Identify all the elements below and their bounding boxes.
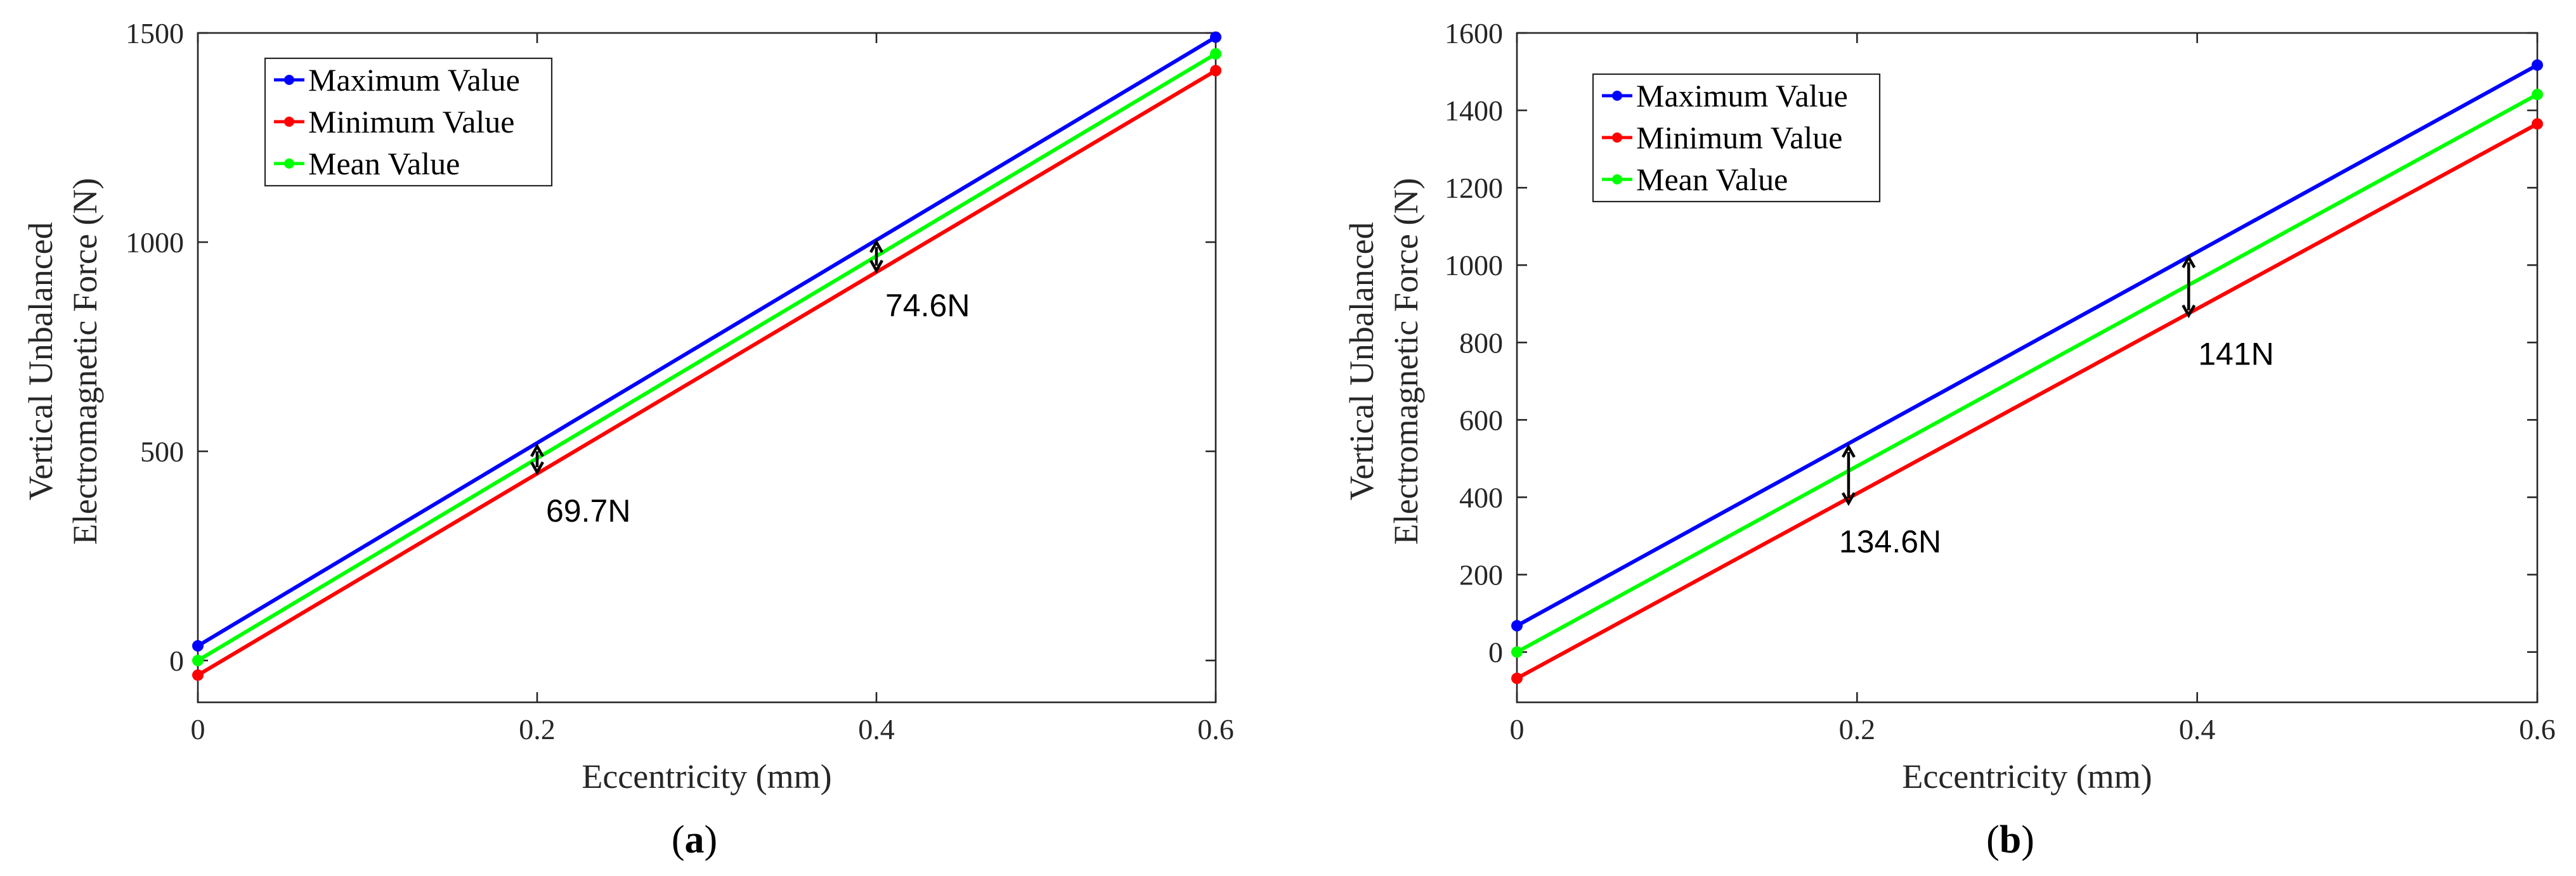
series-point (1511, 620, 1523, 632)
plot-area-frame (197, 32, 1217, 704)
panel-caption: (b) (1986, 818, 2034, 861)
arrow-head-up (869, 239, 883, 254)
x-tick-label: 0.4 (2179, 713, 2216, 745)
plot-area-frame (1516, 32, 2539, 704)
caption-letter: a (685, 818, 705, 861)
series-point (1210, 48, 1221, 60)
y-tick-label: 0 (1488, 636, 1503, 669)
legend-swatch-marker (1612, 174, 1622, 184)
x-tick-label: 0 (1510, 713, 1525, 745)
caption-paren-open: ( (672, 818, 685, 861)
y-axis-title-line: Vertical Unbalanced (22, 222, 60, 500)
legend-entry: Mean Value (1636, 162, 1788, 197)
chart-panel-a: 0 0.2 0.4 0.6 0 500 1000 1500 Eccentricity (mm) V… (22, 17, 1234, 861)
y-tick-label: 0 (169, 645, 184, 677)
legend-box (264, 57, 553, 187)
difference-label: 134.6N (1839, 524, 1941, 560)
y-tick-label: 200 (1459, 559, 1503, 591)
y-tick-label: 1500 (126, 17, 184, 49)
legend-entry: Mean Value (308, 146, 460, 181)
difference-label: 141N (2198, 337, 2274, 372)
arrow-head-down (1841, 492, 1856, 506)
series-point (2532, 118, 2543, 130)
series-point (1210, 31, 1221, 43)
caption-paren-close: ) (2021, 818, 2034, 861)
series-line-minimum-value (197, 68, 1217, 677)
y-tick-label: 1600 (1445, 17, 1503, 49)
y-tick-label: 1000 (1445, 249, 1503, 281)
y-axis-title-line: Electromagnetic Force (N) (66, 178, 104, 545)
x-tick-label: 0.2 (1839, 713, 1876, 745)
x-tick-label: 0.2 (519, 713, 556, 745)
legend-entry: Maximum Value (308, 62, 520, 98)
y-tick-label: 400 (1459, 481, 1503, 513)
caption-paren-open: ( (1986, 818, 2000, 861)
y-tick-label: 1000 (126, 226, 184, 259)
y-tick-label: 1400 (1445, 94, 1503, 127)
series-line-mean-value (197, 52, 1217, 662)
legend-swatch-marker (1612, 132, 1622, 143)
arrow-head-down (869, 259, 883, 274)
y-axis-title-line: Electromagnetic Force (N) (1387, 178, 1425, 545)
series-point (1210, 65, 1221, 77)
legend: Maximum Value Minimum Value Mean Value (1592, 73, 1881, 203)
series-line-mean-value (1516, 93, 2539, 654)
legend-swatch-marker (284, 117, 294, 127)
arrow-head-up (530, 443, 544, 458)
difference-label: 74.6N (885, 288, 970, 323)
chart-panel-b: 0 0.2 0.4 0.6 0 200 400 600 800 1000 1200 1400 1600 E… (1343, 17, 2556, 861)
arrow-head-up (1841, 444, 1856, 458)
panel-caption: (a) (672, 818, 717, 861)
legend-entry: Minimum Value (1636, 120, 1842, 155)
difference-label: 69.7N (546, 493, 630, 529)
legend-entry: Minimum Value (308, 104, 514, 139)
y-axis-title-line: Vertical Unbalanced (1343, 222, 1381, 500)
y-tick-label: 600 (1459, 404, 1503, 436)
x-tick-label: 0.6 (2519, 713, 2556, 745)
legend-entry: Maximum Value (1636, 78, 1848, 113)
arrow-head-down (2182, 304, 2196, 319)
x-axis-title: Eccentricity (mm) (1902, 757, 2152, 795)
arrow-head-down (530, 461, 544, 475)
caption-letter: b (2000, 818, 2021, 861)
series-point (2532, 59, 2543, 71)
x-tick-label: 0 (191, 713, 205, 745)
x-tick-label: 0.4 (858, 713, 895, 745)
x-axis-title: Eccentricity (mm) (582, 757, 831, 795)
caption-paren-close: ) (705, 818, 718, 861)
y-tick-label: 1200 (1445, 172, 1503, 204)
series-line-minimum-value (1516, 122, 2539, 680)
series-point (192, 655, 204, 666)
legend-box (1592, 73, 1881, 203)
series-point (192, 640, 204, 652)
y-tick-label: 500 (140, 435, 184, 468)
legend-swatch-marker (284, 75, 294, 85)
x-tick-label: 0.6 (1197, 713, 1234, 745)
legend-swatch-marker (284, 158, 294, 169)
y-tick-label: 800 (1459, 326, 1503, 359)
series-point (1511, 646, 1523, 658)
series-point (192, 669, 204, 681)
series-line-maximum-value (1516, 63, 2539, 628)
arrow-head-up (2182, 254, 2196, 269)
series-line-maximum-value (197, 35, 1217, 648)
legend: Maximum Value Minimum Value Mean Value (264, 57, 553, 187)
legend-swatch-marker (1612, 91, 1622, 101)
series-point (1511, 673, 1523, 685)
series-point (2532, 89, 2543, 101)
